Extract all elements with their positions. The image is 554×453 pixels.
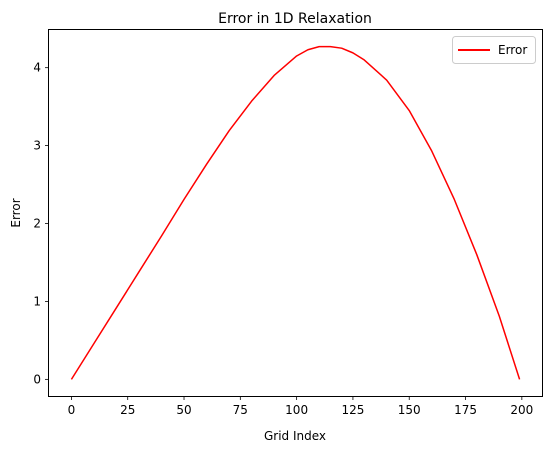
series-line-error <box>70 45 521 380</box>
x-tick-label: 125 <box>341 403 364 417</box>
x-tick-label: 200 <box>510 403 533 417</box>
y-tick-label: 0 <box>33 372 41 386</box>
x-tick-label: 75 <box>233 403 248 417</box>
plot-frame <box>48 29 543 397</box>
x-axis: 0 25 50 75 100 125 150 175 200 <box>68 396 533 417</box>
x-tick-label: 25 <box>120 403 135 417</box>
legend-box <box>452 36 536 64</box>
x-tick-label: 175 <box>454 403 477 417</box>
x-tick-label: 150 <box>398 403 421 417</box>
y-tick-label: 4 <box>33 61 41 75</box>
y-axis: 0 1 2 3 4 <box>33 61 49 386</box>
y-axis-label: Error <box>9 198 23 227</box>
chart-title: Error in 1D Relaxation <box>218 11 372 27</box>
legend: Error <box>452 36 536 64</box>
y-tick-label: 1 <box>33 294 41 308</box>
y-tick-label: 3 <box>33 139 41 153</box>
x-tick-label: 100 <box>285 403 308 417</box>
plot-area <box>70 45 521 380</box>
legend-label-error: Error <box>498 43 527 57</box>
x-tick-label: 50 <box>176 403 191 417</box>
x-tick-label: 0 <box>68 403 76 417</box>
y-tick-label: 2 <box>33 217 41 231</box>
x-axis-label: Grid Index <box>264 429 326 443</box>
